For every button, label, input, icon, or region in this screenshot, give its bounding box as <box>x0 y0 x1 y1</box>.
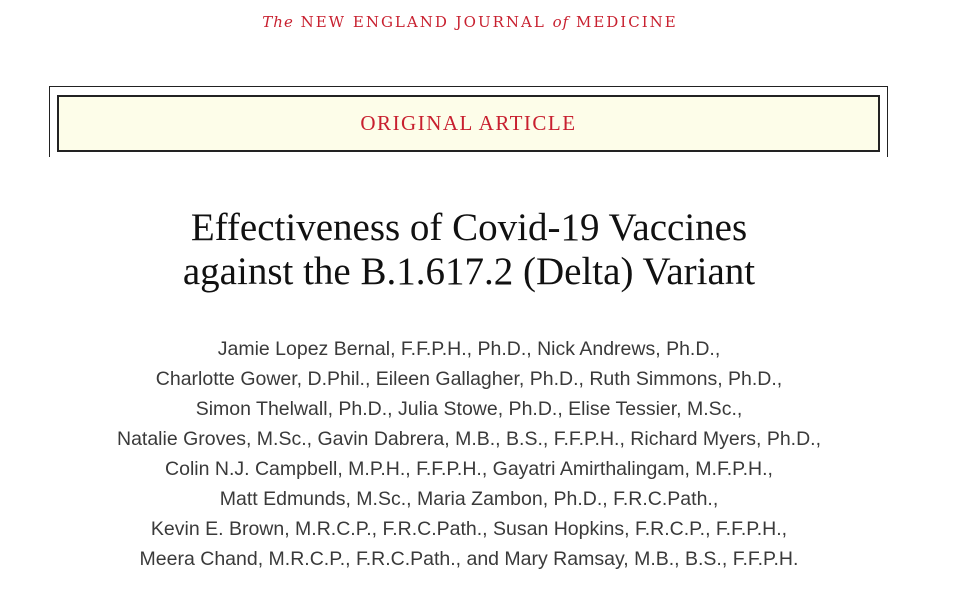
title-line: against the B.1.617.2 (Delta) Variant <box>182 250 756 293</box>
author-line: Colin N.J. Campbell, M.P.H., F.F.P.H., G… <box>165 458 773 480</box>
author-line: Meera Chand, M.R.C.P., F.R.C.Path., and … <box>139 548 799 570</box>
author-line: Jamie Lopez Bernal, F.F.P.H., Ph.D., Nic… <box>217 338 721 360</box>
title-line: Effectiveness of Covid-19 Vaccines <box>190 206 748 249</box>
journal-name-part1: NEW ENGLAND JOURNAL <box>300 13 546 31</box>
journal-the: The <box>262 13 294 31</box>
journal-of: of <box>552 13 570 31</box>
journal-name-part2: MEDICINE <box>575 13 678 31</box>
article-type-banner: ORIGINAL ARTICLE <box>57 95 880 152</box>
banner-outer-frame <box>49 86 888 157</box>
author-line: Natalie Groves, M.Sc., Gavin Dabrera, M.… <box>116 428 822 450</box>
author-line: Charlotte Gower, D.Phil., Eileen Gallagh… <box>155 368 783 390</box>
journal-header: The NEW ENGLAND JOURNAL of MEDICINE <box>0 13 940 31</box>
article-type-label: ORIGINAL ARTICLE <box>360 111 577 135</box>
author-line: Matt Edmunds, M.Sc., Maria Zambon, Ph.D.… <box>219 488 719 510</box>
author-list: Jamie Lopez Bernal, F.F.P.H., Ph.D., Nic… <box>0 334 938 574</box>
article-title: Effectiveness of Covid-19 Vaccines again… <box>0 206 938 294</box>
author-line: Kevin E. Brown, M.R.C.P., F.R.C.Path., S… <box>150 518 788 540</box>
author-line: Simon Thelwall, Ph.D., Julia Stowe, Ph.D… <box>195 398 743 420</box>
